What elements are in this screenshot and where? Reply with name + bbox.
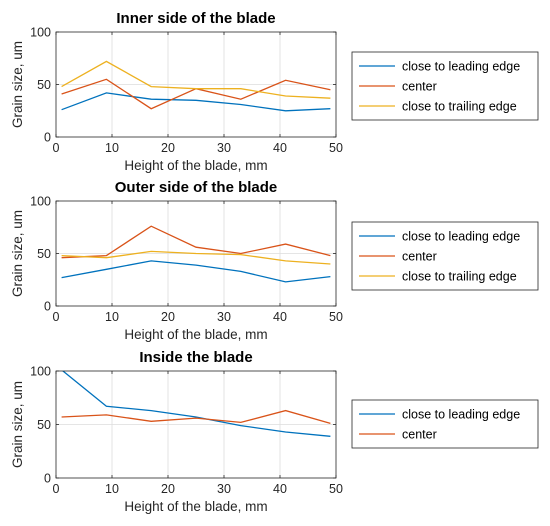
legend-box xyxy=(351,399,539,449)
legend-label-2: center xyxy=(402,80,437,94)
y-axis-label: Grain size, um xyxy=(10,210,25,297)
legend: close to leading edge center close to trai… xyxy=(351,51,539,121)
x-tick-label: 20 xyxy=(161,310,175,324)
x-tick-label: 10 xyxy=(105,141,119,155)
chart-title: Inner side of the blade xyxy=(116,10,275,27)
x-tick-label: 0 xyxy=(53,141,60,155)
x-tick-label: 40 xyxy=(273,482,287,496)
y-tick-label: 100 xyxy=(30,26,51,40)
legend-label-1: close to leading edge xyxy=(402,230,520,244)
x-axis-label: Height of the blade, mm xyxy=(124,158,267,173)
x-tick-label: 50 xyxy=(329,310,343,324)
legend-label-3: close to trailing edge xyxy=(402,100,517,114)
x-tick-label: 10 xyxy=(105,482,119,496)
y-tick-label: 0 xyxy=(44,300,51,314)
chart-title: Inside the blade xyxy=(139,349,252,366)
chart-title: Outer side of the blade xyxy=(115,179,278,196)
x-tick-label: 40 xyxy=(273,141,287,155)
chart-panel-1: 0 10 20 30 40 50 0 50 100 Inner side of the blade… xyxy=(10,10,539,173)
x-tick-label: 50 xyxy=(329,141,343,155)
x-tick-label: 0 xyxy=(53,310,60,324)
series-line-3 xyxy=(61,250,331,265)
x-axis-label: Height of the blade, mm xyxy=(124,327,267,342)
series-line-1 xyxy=(61,371,331,437)
y-tick-label: 0 xyxy=(44,472,51,486)
x-tick-label: 30 xyxy=(217,482,231,496)
x-tick-label: 10 xyxy=(105,310,119,324)
x-tick-label: 30 xyxy=(217,310,231,324)
x-tick-label: 20 xyxy=(161,141,175,155)
series-line-3 xyxy=(61,60,331,99)
y-tick-label: 100 xyxy=(30,365,51,379)
chart-panel-2: 0 10 20 30 40 50 0 50 100 Outer side of the blade… xyxy=(10,179,539,342)
series-line-1 xyxy=(61,260,331,283)
y-tick-label: 100 xyxy=(30,195,51,209)
chart-panel-3: 0 10 20 30 40 50 0 50 100 Inside the blade Height … xyxy=(10,349,539,514)
legend-label-1: close to leading edge xyxy=(402,408,520,422)
x-tick-label: 30 xyxy=(217,141,231,155)
y-tick-label: 50 xyxy=(37,78,51,92)
legend: close to leading edge center xyxy=(351,399,539,449)
y-axis-label: Grain size, um xyxy=(10,381,25,468)
series-line-2 xyxy=(61,225,331,259)
legend-label-2: center xyxy=(402,250,437,264)
series-line-2 xyxy=(61,409,331,425)
x-tick-label: 20 xyxy=(161,482,175,496)
legend: close to leading edge center close to trai… xyxy=(351,221,539,291)
y-axis-label: Grain size, um xyxy=(10,41,25,128)
x-tick-label: 0 xyxy=(53,482,60,496)
series-line-1 xyxy=(61,92,331,112)
x-axis-label: Height of the blade, mm xyxy=(124,499,267,514)
x-tick-label: 50 xyxy=(329,482,343,496)
y-tick-label: 50 xyxy=(37,247,51,261)
legend-label-3: close to trailing edge xyxy=(402,270,517,284)
x-tick-label: 40 xyxy=(273,310,287,324)
legend-label-2: center xyxy=(402,428,437,442)
y-tick-label: 50 xyxy=(37,418,51,432)
y-tick-label: 0 xyxy=(44,131,51,145)
legend-label-1: close to leading edge xyxy=(402,60,520,74)
